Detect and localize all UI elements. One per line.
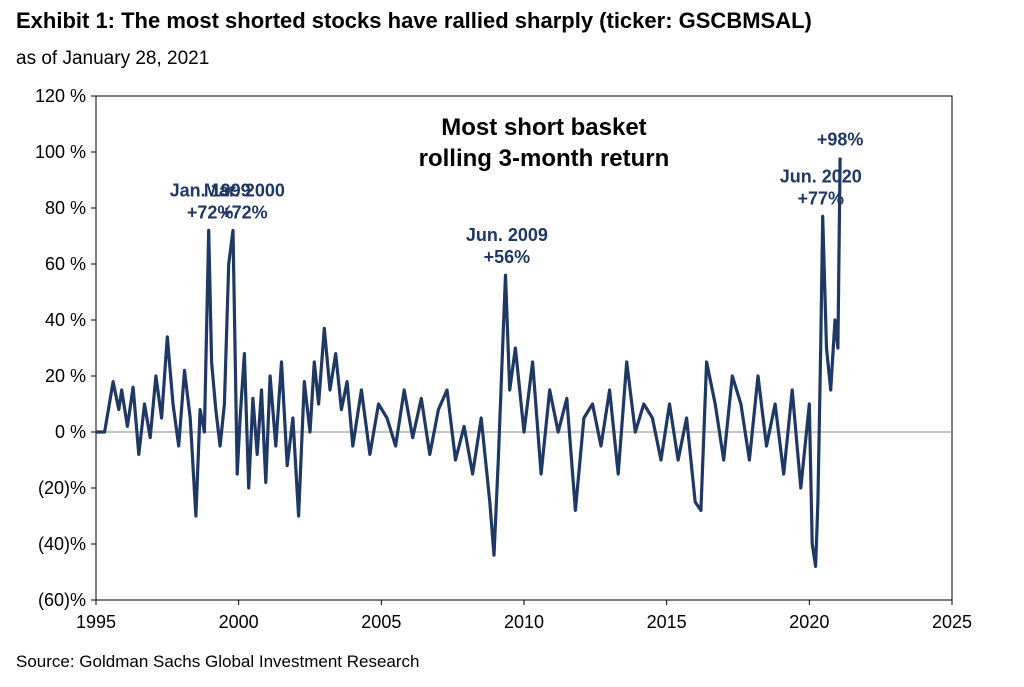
y-tick-label: (60)% <box>38 590 86 610</box>
y-tick-label: 120 % <box>35 86 86 106</box>
x-tick-label: 2010 <box>504 612 544 632</box>
y-tick-label: 60 % <box>45 254 86 274</box>
x-tick-label: 2000 <box>219 612 259 632</box>
peak-annotation: Mar. 2000 +72% <box>204 180 285 222</box>
x-tick-label: 2015 <box>647 612 687 632</box>
x-tick-label: 2020 <box>789 612 829 632</box>
peak-annotation: +98% <box>817 130 864 150</box>
y-tick-label: 20 % <box>45 366 86 386</box>
y-tick-label: (40)% <box>38 534 86 554</box>
y-tick-label: (20)% <box>38 478 86 498</box>
exhibit-title: Exhibit 1: The most shorted stocks have … <box>16 8 812 33</box>
chart-title: Most short basket rolling 3-month return <box>419 114 670 172</box>
peak-annotation: Jun. 2009 +56% <box>466 225 548 267</box>
x-tick-label: 1995 <box>76 612 116 632</box>
peak-annotation: Jan. 1999 +72% <box>170 180 251 222</box>
y-tick-label: 80 % <box>45 198 86 218</box>
x-tick-label: 2025 <box>932 612 972 632</box>
x-tick-label: 2005 <box>361 612 401 632</box>
peak-annotation: Jun. 2020 +77% <box>780 166 862 208</box>
y-tick-label: 40 % <box>45 310 86 330</box>
exhibit-subtitle: as of January 28, 2021 <box>16 48 210 69</box>
source-note: Source: Goldman Sachs Global Investment … <box>16 652 420 671</box>
y-tick-label: 100 % <box>35 142 86 162</box>
series-line-most-short-basket <box>96 157 842 569</box>
y-tick-label: 0 % <box>55 422 86 442</box>
